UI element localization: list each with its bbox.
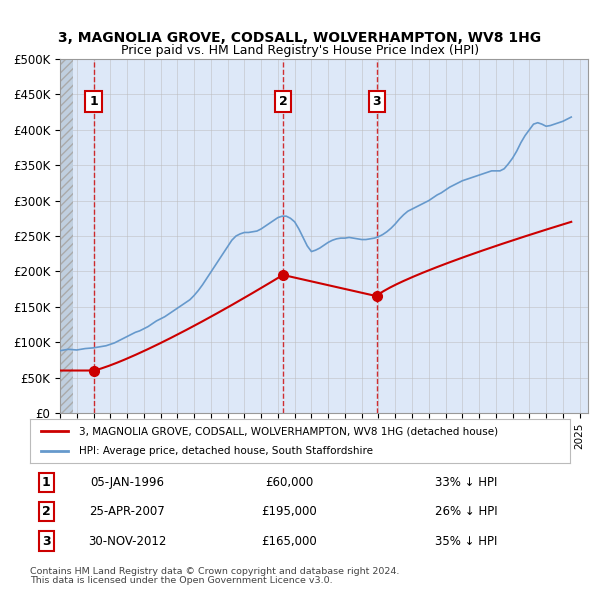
Text: £195,000: £195,000: [262, 505, 317, 519]
Text: 25-APR-2007: 25-APR-2007: [89, 505, 165, 519]
Text: £60,000: £60,000: [265, 476, 313, 489]
Text: 2: 2: [278, 95, 287, 108]
Text: HPI: Average price, detached house, South Staffordshire: HPI: Average price, detached house, Sout…: [79, 446, 373, 455]
Text: 3: 3: [42, 535, 50, 548]
Text: 05-JAN-1996: 05-JAN-1996: [90, 476, 164, 489]
Text: 30-NOV-2012: 30-NOV-2012: [88, 535, 166, 548]
Bar: [60, 59, 73, 413]
Text: 1: 1: [89, 95, 98, 108]
Text: 2: 2: [42, 505, 50, 519]
Text: 33% ↓ HPI: 33% ↓ HPI: [435, 476, 497, 489]
Text: 3, MAGNOLIA GROVE, CODSALL, WOLVERHAMPTON, WV8 1HG (detached house): 3, MAGNOLIA GROVE, CODSALL, WOLVERHAMPTO…: [79, 427, 498, 436]
Text: This data is licensed under the Open Government Licence v3.0.: This data is licensed under the Open Gov…: [30, 576, 332, 585]
Text: 3: 3: [373, 95, 381, 108]
Text: £165,000: £165,000: [262, 535, 317, 548]
Text: 26% ↓ HPI: 26% ↓ HPI: [435, 505, 497, 519]
Text: Contains HM Land Registry data © Crown copyright and database right 2024.: Contains HM Land Registry data © Crown c…: [30, 566, 400, 576]
Text: 1: 1: [42, 476, 50, 489]
Text: 35% ↓ HPI: 35% ↓ HPI: [435, 535, 497, 548]
Text: 3, MAGNOLIA GROVE, CODSALL, WOLVERHAMPTON, WV8 1HG: 3, MAGNOLIA GROVE, CODSALL, WOLVERHAMPTO…: [58, 31, 542, 45]
Text: Price paid vs. HM Land Registry's House Price Index (HPI): Price paid vs. HM Land Registry's House …: [121, 44, 479, 57]
